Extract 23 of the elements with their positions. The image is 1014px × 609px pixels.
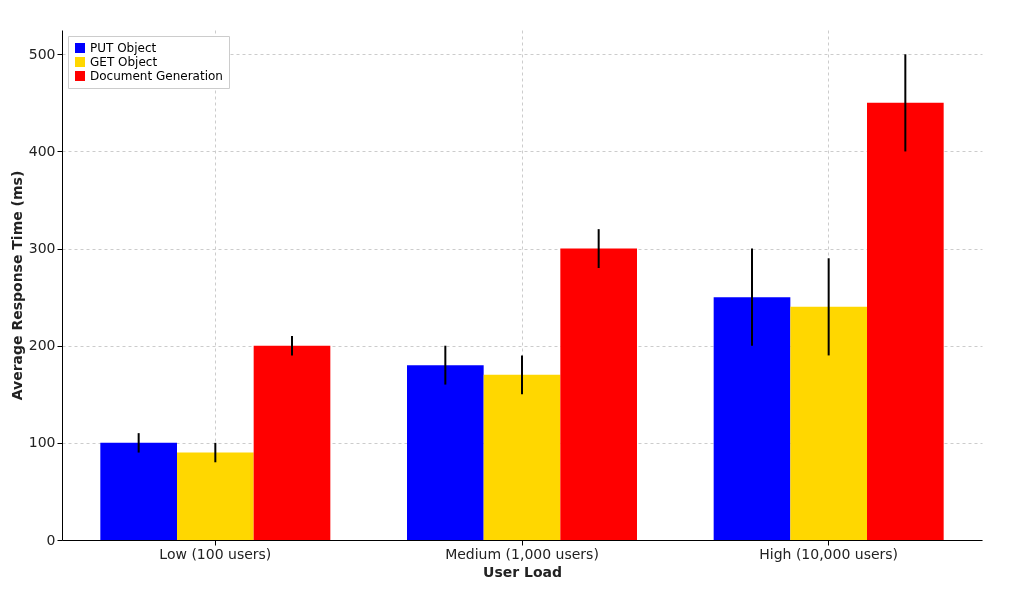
bar <box>100 442 177 540</box>
y-tick-label: 200 <box>28 337 56 354</box>
legend-label: GET Object <box>90 55 158 69</box>
legend-label: Document Generation <box>90 69 223 83</box>
y-tick-label: 300 <box>28 240 56 257</box>
y-tick-label: 400 <box>28 142 56 159</box>
bar <box>177 452 254 540</box>
bar <box>790 306 867 540</box>
bar <box>560 248 637 540</box>
y-tick-label: 0 <box>46 531 56 548</box>
x-tick-label: Medium (1,000 users) <box>445 545 599 562</box>
legend-label: PUT Object <box>90 41 157 55</box>
y-tick-label: 500 <box>28 45 56 62</box>
bar <box>713 297 791 540</box>
x-tick-label: Low (100 users) <box>159 545 272 562</box>
bar <box>253 345 331 540</box>
bar <box>483 374 561 540</box>
x-tick-label: High (10,000 users) <box>759 545 899 562</box>
bar <box>407 365 484 540</box>
bar <box>867 102 944 540</box>
y-axis-title: Average Response Time (ms) <box>8 170 25 401</box>
y-tick-label: 100 <box>28 434 56 451</box>
x-axis-title: User Load <box>483 563 562 580</box>
